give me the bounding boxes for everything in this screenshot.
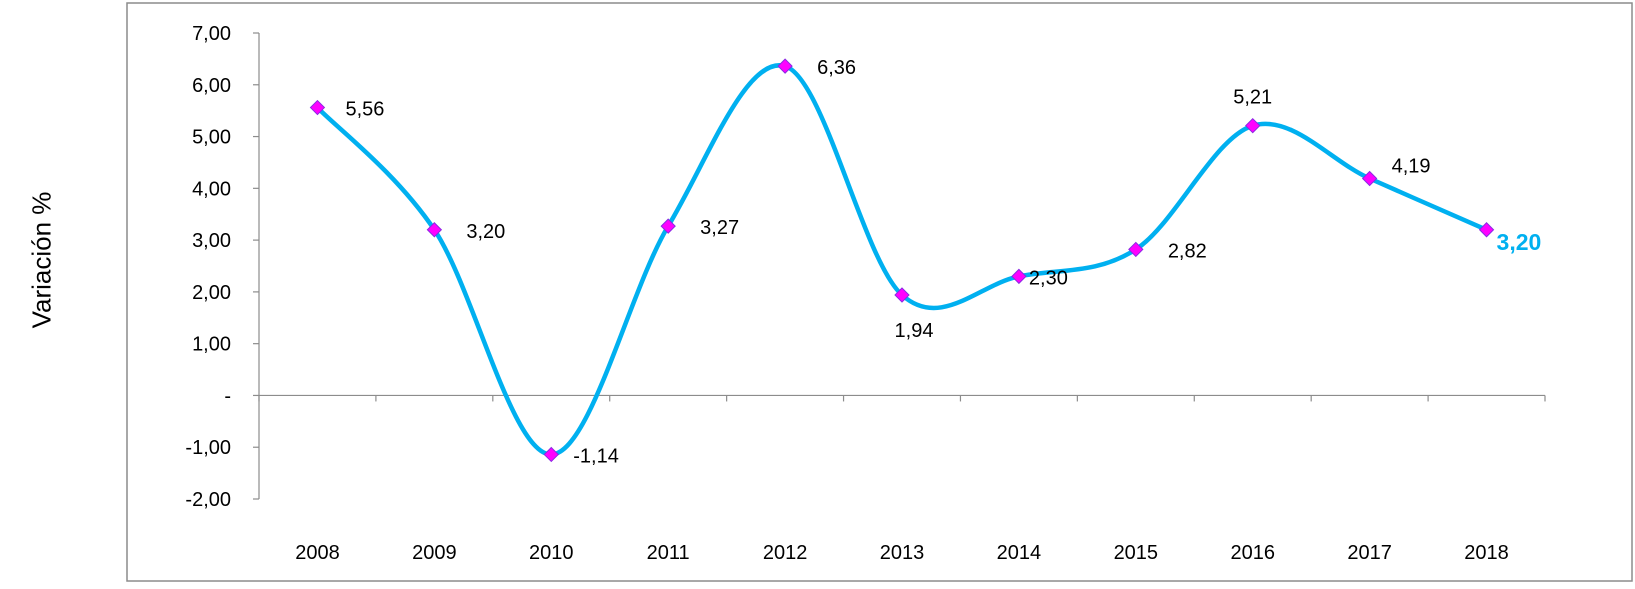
y-tick-label: 1,00 [192, 334, 231, 356]
plot-frame [126, 2, 1633, 582]
data-label: 5,21 [1233, 87, 1272, 109]
y-tick-label: 5,00 [192, 127, 231, 149]
data-label: 2,82 [1168, 240, 1207, 262]
y-tick-label: 2,00 [192, 282, 231, 304]
data-point [660, 218, 676, 234]
data-point [1128, 241, 1144, 258]
x-tick-label: 2010 [529, 542, 574, 564]
data-label: 3,27 [700, 217, 739, 239]
data-point [1011, 268, 1027, 285]
x-tick-label: 2009 [412, 542, 457, 564]
y-tick-label: 7,00 [192, 23, 231, 45]
data-label: 4,19 [1392, 155, 1431, 177]
data-point [1478, 222, 1495, 238]
x-tick-label: 2012 [763, 542, 808, 564]
data-label: 6,36 [817, 57, 856, 79]
y-axis-title-wrap: Variación % [22, 110, 62, 410]
y-tick-label: -1,00 [185, 437, 231, 459]
x-tick-label: 2011 [647, 542, 690, 564]
x-tick-label: 2015 [1114, 542, 1159, 564]
data-label: 1,94 [895, 320, 934, 342]
x-tick-label: 2014 [997, 542, 1042, 564]
data-label: 3,20 [1497, 229, 1542, 255]
data-point [426, 222, 443, 238]
x-tick-label: 2018 [1464, 542, 1509, 564]
data-point [1245, 117, 1261, 134]
x-tick-label: 2016 [1230, 542, 1275, 564]
y-tick-label: - [224, 385, 231, 407]
x-tick-label: 2017 [1347, 542, 1392, 564]
data-label: 2,30 [1029, 267, 1068, 289]
data-point [777, 58, 793, 74]
data-point [543, 446, 559, 463]
x-tick-label: 2008 [295, 542, 340, 564]
data-label: 3,20 [466, 221, 505, 243]
y-tick-label: 3,00 [192, 230, 231, 252]
data-point [309, 99, 326, 116]
data-point [1361, 170, 1378, 187]
data-label: -1,14 [573, 445, 619, 467]
x-tick-label: 2013 [880, 542, 925, 564]
y-tick-label: -2,00 [185, 489, 231, 511]
y-tick-label: 4,00 [192, 178, 231, 200]
data-label: 5,56 [345, 99, 384, 121]
y-tick-label: 6,00 [192, 75, 231, 97]
y-axis-title: Variación % [26, 191, 57, 329]
data-point [894, 287, 910, 303]
